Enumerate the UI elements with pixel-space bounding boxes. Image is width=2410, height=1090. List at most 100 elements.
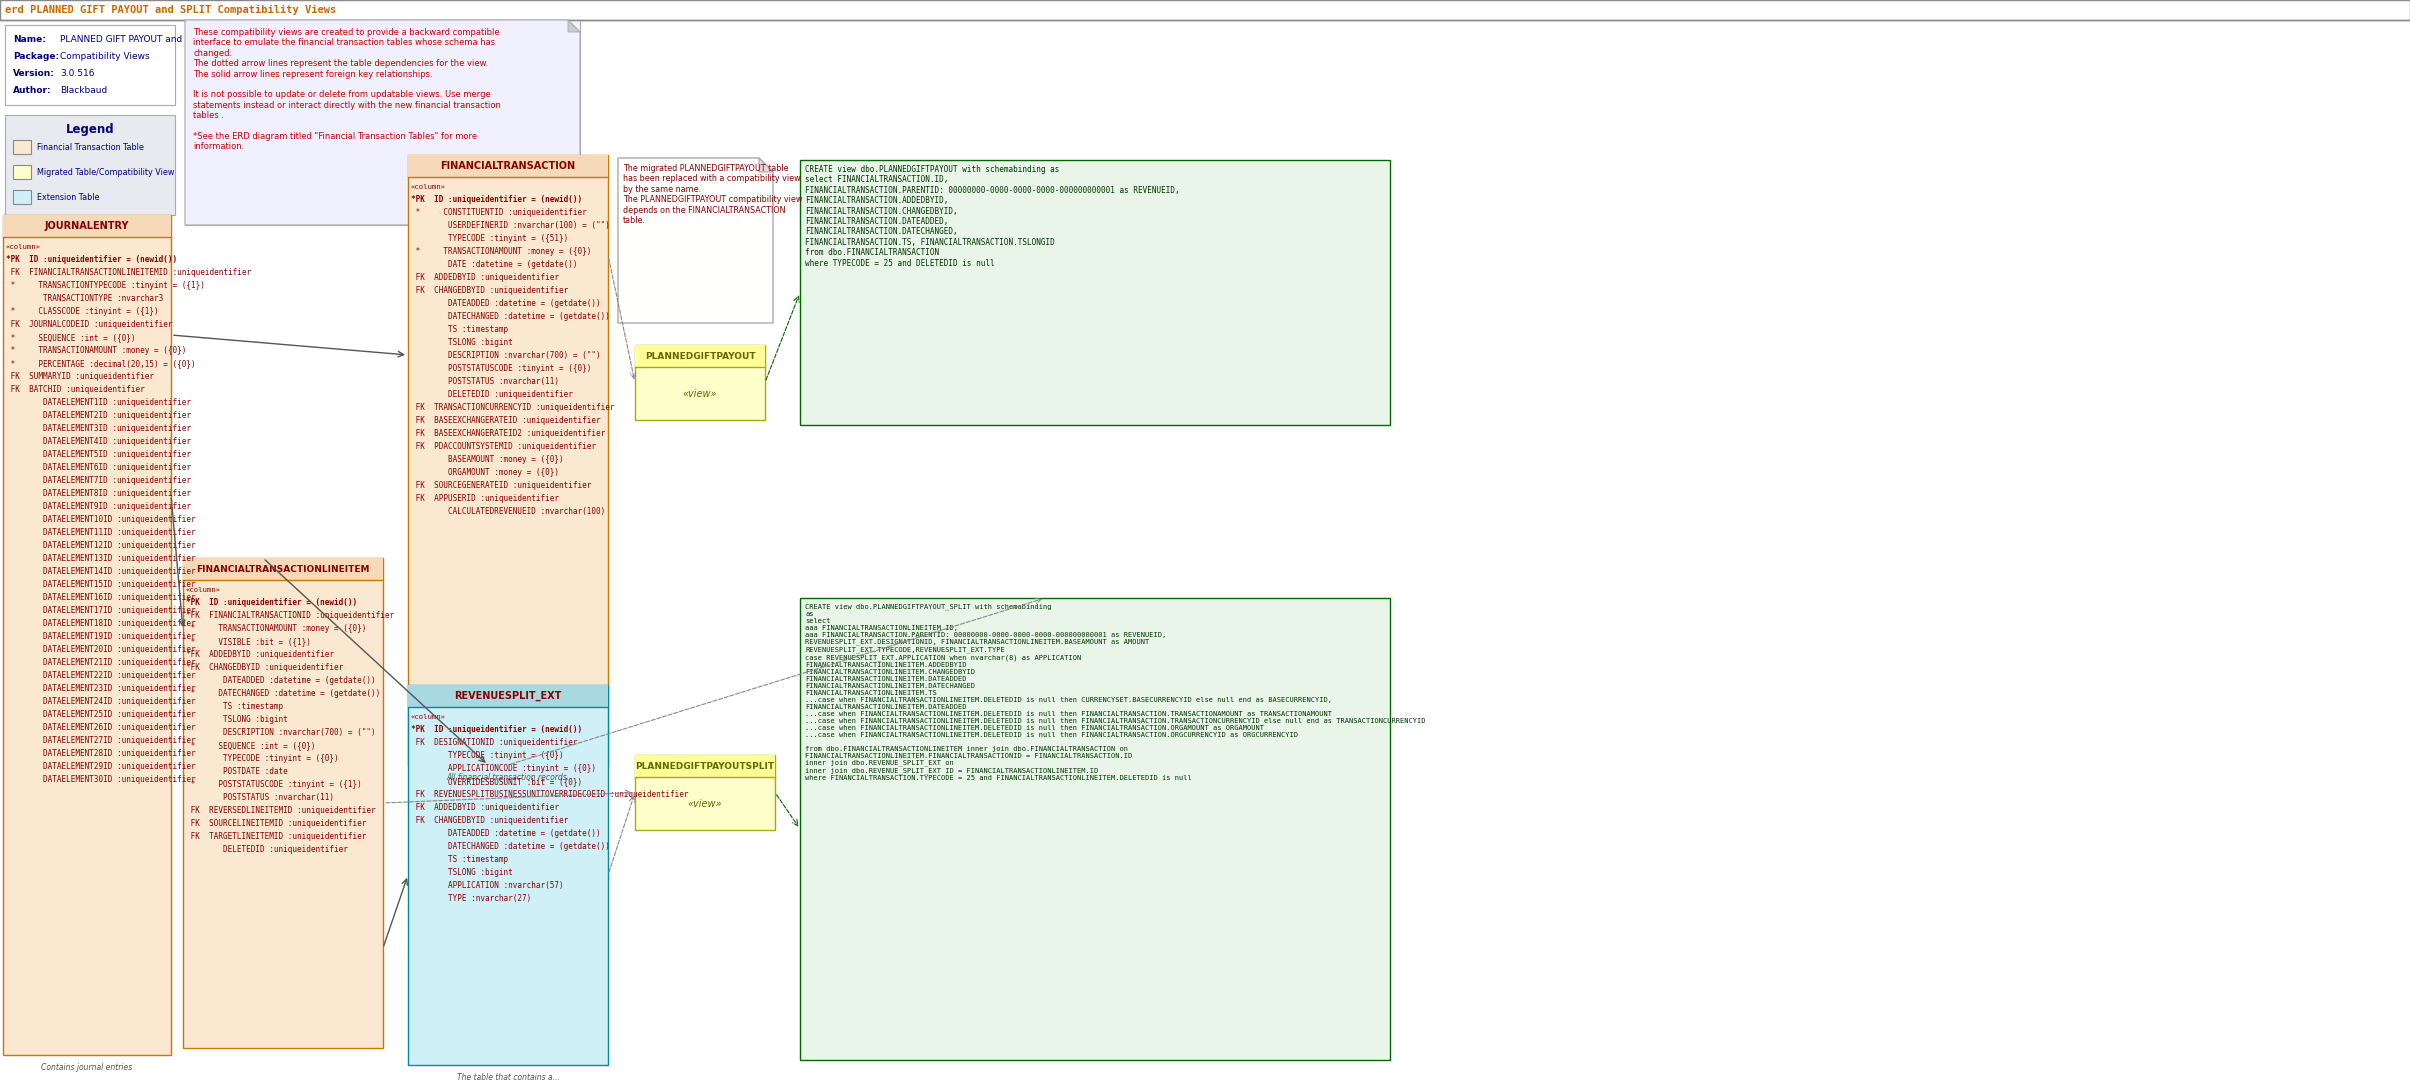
Text: «column»: «column» [412,714,446,719]
Text: Name:: Name: [12,35,46,44]
Text: TYPECODE :tinyint = ({0}): TYPECODE :tinyint = ({0}) [412,751,564,760]
Text: Extension Table: Extension Table [36,193,99,202]
Text: TSLONG :bigint: TSLONG :bigint [186,715,287,724]
Text: JOURNALENTRY: JOURNALENTRY [46,221,130,231]
Bar [2,215,171,237]
Bar [407,685,607,1065]
Text: «view»: «view» [682,388,718,399]
Text: «column»: «column» [412,183,446,190]
Bar [2,215,171,1055]
Bar [634,755,776,829]
Text: «view»: «view» [687,799,723,809]
Text: Blackbaud: Blackbaud [60,86,108,95]
Text: DATAELEMENT12ID :uniqueidentifier: DATAELEMENT12ID :uniqueidentifier [5,541,195,550]
Bar [0,0,2410,20]
Bar [634,346,764,420]
Text: FK  DESIGNATIONID :uniqueidentifier: FK DESIGNATIONID :uniqueidentifier [412,738,578,747]
Text: DATAELEMENT4ID :uniqueidentifier: DATAELEMENT4ID :uniqueidentifier [5,437,190,446]
Bar [186,20,581,225]
Text: TS :timestamp: TS :timestamp [412,325,509,334]
Text: *     POSTSTATUSCODE :tinyint = ({1}): * POSTSTATUSCODE :tinyint = ({1}) [186,780,362,789]
Text: DATAELEMENT1ID :uniqueidentifier: DATAELEMENT1ID :uniqueidentifier [5,398,190,407]
Text: DATAELEMENT26ID :uniqueidentifier: DATAELEMENT26ID :uniqueidentifier [5,723,195,732]
Text: *PK  ID :uniqueidentifier = (newid()): *PK ID :uniqueidentifier = (newid()) [412,195,583,204]
Polygon shape [617,158,774,323]
Text: «column»: «column» [5,243,41,250]
Text: DATAELEMENT27ID :uniqueidentifier: DATAELEMENT27ID :uniqueidentifier [5,736,195,744]
Text: POSTSTATUS :nvarchar(11): POSTSTATUS :nvarchar(11) [412,377,559,386]
Text: DATAELEMENT16ID :uniqueidentifier: DATAELEMENT16ID :uniqueidentifier [5,593,195,602]
Text: DATAELEMENT11ID :uniqueidentifier: DATAELEMENT11ID :uniqueidentifier [5,528,195,537]
Text: Migrated Table/Compatibility View: Migrated Table/Compatibility View [36,168,174,177]
Text: TRANSACTIONTYPE :nvarchar3: TRANSACTIONTYPE :nvarchar3 [5,294,164,303]
Text: BASEAMOUNT :money = ({0}): BASEAMOUNT :money = ({0}) [412,455,564,464]
Text: FK  SOURCEGENERATEID :uniqueidentifier: FK SOURCEGENERATEID :uniqueidentifier [412,481,590,490]
Text: TYPECODE :tinyint = ({0}): TYPECODE :tinyint = ({0}) [186,754,340,763]
Polygon shape [569,20,581,32]
Text: DATAELEMENT19ID :uniqueidentifier: DATAELEMENT19ID :uniqueidentifier [5,632,195,641]
Text: DATAELEMENT25ID :uniqueidentifier: DATAELEMENT25ID :uniqueidentifier [5,710,195,719]
Text: APPLICATION :nvarchar(57): APPLICATION :nvarchar(57) [412,881,564,891]
Text: FK  SUMMARYID :uniqueidentifier: FK SUMMARYID :uniqueidentifier [5,372,154,382]
Text: CREATE view dbo.PLANNEDGIFTPAYOUT_SPLIT with schemabinding
as
select
aaa FINANCI: CREATE view dbo.PLANNEDGIFTPAYOUT_SPLIT … [805,603,1424,780]
Text: DATAELEMENT2ID :uniqueidentifier: DATAELEMENT2ID :uniqueidentifier [5,411,190,420]
Text: FK  SOURCELINEITEMID :uniqueidentifier: FK SOURCELINEITEMID :uniqueidentifier [186,819,366,828]
Text: FK  TRANSACTIONCURRENCYID :uniqueidentifier: FK TRANSACTIONCURRENCYID :uniqueidentifi… [412,403,615,412]
Bar [12,140,31,154]
Text: FK  BASEEXCHANGERATEID2 :uniqueidentifier: FK BASEEXCHANGERATEID2 :uniqueidentifier [412,429,605,438]
Text: FK  PDACCOUNTSYSTEMID :uniqueidentifier: FK PDACCOUNTSYSTEMID :uniqueidentifier [412,443,595,451]
Polygon shape [759,158,774,172]
Text: *     TRANSACTIONAMOUNT :money = ({0}): * TRANSACTIONAMOUNT :money = ({0}) [5,346,186,355]
Text: FK  REVERSEDLINEITEMID :uniqueidentifier: FK REVERSEDLINEITEMID :uniqueidentifier [186,806,376,815]
Bar [5,25,176,105]
Text: *     TRANSACTIONTYPECODE :tinyint = ({1}): * TRANSACTIONTYPECODE :tinyint = ({1}) [5,281,205,290]
Text: FK  CHANGEDBYID :uniqueidentifier: FK CHANGEDBYID :uniqueidentifier [412,286,569,295]
Text: *PK  ID :uniqueidentifier = (newid()): *PK ID :uniqueidentifier = (newid()) [412,725,583,734]
Text: DATAELEMENT7ID :uniqueidentifier: DATAELEMENT7ID :uniqueidentifier [5,476,190,485]
Text: All financial transaction records.: All financial transaction records. [446,773,569,782]
Text: *FK  FINANCIALTRANSACTIONID :uniqueidentifier: *FK FINANCIALTRANSACTIONID :uniqueidenti… [186,611,395,620]
Text: FK  CHANGEDBYID :uniqueidentifier: FK CHANGEDBYID :uniqueidentifier [412,816,569,825]
Text: DATEADDED :datetime = (getdate()): DATEADDED :datetime = (getdate()) [186,676,376,685]
Bar [634,755,776,777]
Text: DATAELEMENT29ID :uniqueidentifier: DATAELEMENT29ID :uniqueidentifier [5,762,195,771]
Bar [407,685,607,707]
Text: POSTSTATUS :nvarchar(11): POSTSTATUS :nvarchar(11) [186,794,335,802]
Text: DATAELEMENT15ID :uniqueidentifier: DATAELEMENT15ID :uniqueidentifier [5,580,195,589]
Bar [407,155,607,765]
Bar [800,598,1391,1059]
Text: DELETEDID :uniqueidentifier: DELETEDID :uniqueidentifier [186,845,347,853]
Text: These compatibility views are created to provide a backward compatible
interface: These compatibility views are created to… [193,28,501,152]
Text: DATAELEMENT20ID :uniqueidentifier: DATAELEMENT20ID :uniqueidentifier [5,645,195,654]
Bar [5,116,176,215]
Text: Version:: Version: [12,69,55,78]
Text: CALCULATEDREVENUEID :nvarchar(100): CALCULATEDREVENUEID :nvarchar(100) [412,507,605,516]
Text: *     TRANSACTIONAMOUNT :money = ({0}): * TRANSACTIONAMOUNT :money = ({0}) [186,623,366,633]
Text: FK  JOURNALCODEID :uniqueidentifier: FK JOURNALCODEID :uniqueidentifier [5,320,174,329]
Text: FK  APPUSERID :uniqueidentifier: FK APPUSERID :uniqueidentifier [412,494,559,502]
Text: FK  BATCHID :uniqueidentifier: FK BATCHID :uniqueidentifier [5,385,145,393]
Text: «column»: «column» [186,586,222,593]
Bar [12,190,31,204]
Text: erd PLANNED GIFT PAYOUT and SPLIT Compatibility Views: erd PLANNED GIFT PAYOUT and SPLIT Compat… [5,5,337,15]
Text: *FK  CHANGEDBYID :uniqueidentifier: *FK CHANGEDBYID :uniqueidentifier [186,663,342,673]
Text: *     TRANSACTIONAMOUNT :money = ({0}): * TRANSACTIONAMOUNT :money = ({0}) [412,247,590,256]
Text: REVENUESPLIT_EXT: REVENUESPLIT_EXT [455,691,562,701]
Text: DELETEDID :uniqueidentifier: DELETEDID :uniqueidentifier [412,390,574,399]
Text: Package:: Package: [12,52,60,61]
Polygon shape [186,20,581,225]
Text: DATAELEMENT9ID :uniqueidentifier: DATAELEMENT9ID :uniqueidentifier [5,502,190,511]
Text: *PK  ID :uniqueidentifier = (newid()): *PK ID :uniqueidentifier = (newid()) [186,598,357,607]
Bar [12,165,31,179]
Text: FK  FINANCIALTRANSACTIONLINEITEMID :uniqueidentifier: FK FINANCIALTRANSACTIONLINEITEMID :uniqu… [5,268,251,277]
Text: DATAELEMENT17ID :uniqueidentifier: DATAELEMENT17ID :uniqueidentifier [5,606,195,615]
Text: DATE :datetime = (getdate()): DATE :datetime = (getdate()) [412,261,578,269]
Text: DESCRIPTION :nvarchar(700) = (""): DESCRIPTION :nvarchar(700) = ("") [186,728,376,737]
Text: TS :timestamp: TS :timestamp [186,702,282,711]
Text: ORGAMOUNT :money = ({0}): ORGAMOUNT :money = ({0}) [412,468,559,477]
Text: 3.0.516: 3.0.516 [60,69,94,78]
Text: PLANNEDGIFTPAYOUT: PLANNEDGIFTPAYOUT [646,351,754,361]
Text: POSTDATE :date: POSTDATE :date [186,767,287,776]
Text: POSTSTATUSCODE :tinyint = ({0}): POSTSTATUSCODE :tinyint = ({0}) [412,364,590,373]
Text: TYPECODE :tinyint = ({51}): TYPECODE :tinyint = ({51}) [412,234,569,243]
